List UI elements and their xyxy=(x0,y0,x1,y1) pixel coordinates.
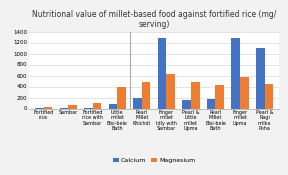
Bar xyxy=(166,74,175,108)
Bar xyxy=(240,77,249,108)
Bar xyxy=(232,38,240,108)
Bar xyxy=(68,106,77,108)
Title: Nutritional value of millet-based food against fortified rice (mg/
serving): Nutritional value of millet-based food a… xyxy=(32,10,276,29)
Bar xyxy=(207,99,215,108)
Bar xyxy=(191,82,200,108)
Bar xyxy=(182,100,191,108)
Bar xyxy=(93,103,101,108)
Bar xyxy=(109,104,117,108)
Bar xyxy=(265,84,273,108)
Legend: Calcium, Magnesium: Calcium, Magnesium xyxy=(110,155,198,165)
Bar xyxy=(43,107,52,108)
Bar xyxy=(256,48,265,108)
Bar xyxy=(142,82,150,108)
Bar xyxy=(215,85,224,108)
Bar xyxy=(84,107,93,108)
Bar xyxy=(117,86,126,108)
Bar xyxy=(133,97,142,108)
Bar xyxy=(158,38,166,108)
